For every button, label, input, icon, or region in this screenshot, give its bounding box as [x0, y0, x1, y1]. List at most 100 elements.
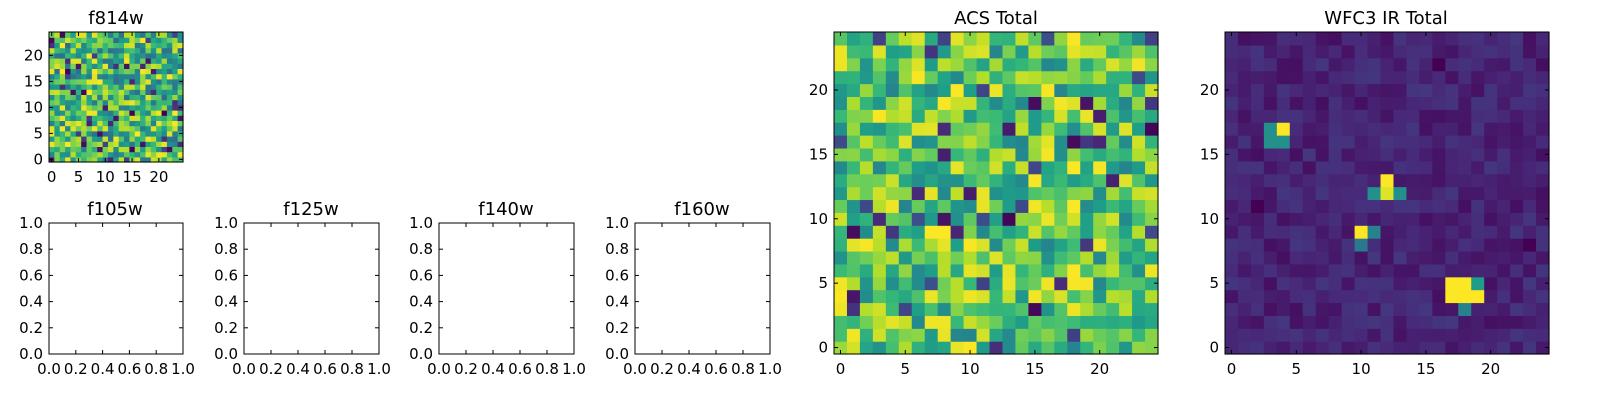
wfc3-cell	[1237, 70, 1252, 85]
wfc3-cell	[1380, 173, 1395, 188]
f814w-cell	[86, 110, 93, 116]
wfc3-cell	[1497, 70, 1511, 85]
wfc3-cell	[1289, 160, 1304, 175]
wfc3-cell	[1497, 341, 1511, 355]
f814w-cell	[150, 99, 157, 106]
wfc3-cell	[1510, 315, 1524, 329]
wfc3-cell	[1471, 173, 1485, 188]
f814w-cell	[124, 73, 130, 80]
acs-cell	[1041, 263, 1055, 278]
acs-cell	[1093, 70, 1107, 85]
f814w-cell	[81, 136, 88, 142]
acs-cell	[885, 212, 900, 226]
f814w-cell	[107, 84, 114, 90]
wfc3-cell	[1225, 302, 1239, 316]
wfc3-cell	[1276, 173, 1291, 188]
f125w-xtick-label: 1.0	[367, 360, 391, 378]
f814w-cell	[113, 73, 120, 80]
f814w-cell	[145, 151, 152, 158]
f814w-cell	[134, 141, 141, 147]
f814w-ytick-label: 20	[24, 46, 43, 64]
f814w-cell	[91, 125, 98, 132]
f814w-cell	[161, 120, 168, 127]
wfc3-cell	[1315, 44, 1330, 59]
wfc3-cell	[1367, 122, 1382, 136]
wfc3-cell	[1510, 238, 1524, 252]
wfc3-cell	[1523, 302, 1537, 316]
f814w-cell	[134, 52, 141, 59]
acs-cell	[924, 225, 939, 239]
acs-cell	[834, 212, 848, 226]
f814w-cell	[172, 146, 179, 153]
f814w-cell	[172, 78, 179, 85]
wfc3-cell	[1225, 70, 1239, 85]
acs-cell	[1132, 212, 1146, 226]
f814w-cell	[124, 115, 130, 121]
acs-cell	[1067, 70, 1081, 85]
acs-cell	[859, 44, 874, 59]
acs-cell	[885, 263, 900, 278]
f125w-xtick-label: 0.6	[313, 360, 337, 378]
wfc3-cell	[1510, 135, 1524, 149]
f814w-cell	[177, 58, 184, 64]
acs-cell	[1093, 225, 1107, 239]
acs-cell	[1106, 212, 1120, 226]
acs-cell	[1054, 302, 1068, 316]
acs-cell	[950, 32, 965, 46]
wfc3-cell	[1380, 315, 1395, 329]
acs-cell	[989, 109, 1004, 123]
acs-cell	[872, 199, 887, 213]
acs-cell	[1067, 250, 1081, 265]
wfc3-cell	[1380, 160, 1395, 175]
f814w-cell	[150, 32, 157, 38]
wfc3-cell	[1302, 341, 1317, 355]
f814w-cell	[150, 136, 157, 142]
acs-cell	[1080, 238, 1094, 252]
acs-cell	[924, 250, 939, 265]
acs-cell	[1145, 263, 1159, 278]
acs-cell	[846, 212, 861, 226]
wfc3-cell	[1354, 328, 1369, 342]
wfc3-cell	[1458, 160, 1472, 175]
wfc3-cell	[1536, 83, 1550, 97]
wfc3-cell	[1419, 276, 1433, 291]
acs-cell	[1067, 109, 1081, 123]
acs-cell	[1145, 160, 1159, 175]
wfc3-cell	[1237, 328, 1252, 342]
f814w-cell	[102, 130, 109, 137]
acs-cell	[924, 83, 939, 97]
f814w-cell	[91, 68, 98, 75]
wfc3-cell	[1484, 96, 1498, 110]
f814w-cell	[91, 146, 98, 153]
wfc3-cell	[1432, 263, 1446, 278]
wfc3-cell	[1406, 212, 1420, 226]
acs-cell	[834, 44, 848, 59]
wfc3-cell	[1225, 328, 1239, 342]
f814w-cell	[97, 32, 104, 38]
acs-cell	[1002, 199, 1017, 213]
acs-cell	[1028, 70, 1042, 85]
wfc3-cell	[1237, 135, 1252, 149]
wfc3-cell	[1497, 276, 1511, 291]
wfc3-cell	[1393, 83, 1408, 97]
wfc3-cell	[1250, 250, 1265, 265]
wfc3-cell	[1276, 96, 1291, 110]
acs-cell	[911, 341, 926, 355]
acs-cell	[1054, 57, 1068, 72]
f814w-cell	[81, 120, 88, 127]
wfc3-cell	[1497, 238, 1511, 252]
f814w-cell	[97, 110, 104, 116]
acs-cell	[976, 173, 991, 188]
wfc3-cell	[1341, 302, 1356, 316]
acs-cell	[963, 83, 978, 97]
panel-f814w-frame	[48, 31, 184, 163]
wfc3-cell	[1406, 238, 1420, 252]
acs-cell	[1119, 57, 1133, 72]
f814w-cell	[97, 84, 104, 90]
f814w-cell	[118, 125, 125, 132]
wfc3-cell	[1523, 109, 1537, 123]
wfc3-cell	[1328, 212, 1343, 226]
wfc3-cell	[1341, 289, 1356, 304]
f814w-cell	[86, 42, 93, 49]
